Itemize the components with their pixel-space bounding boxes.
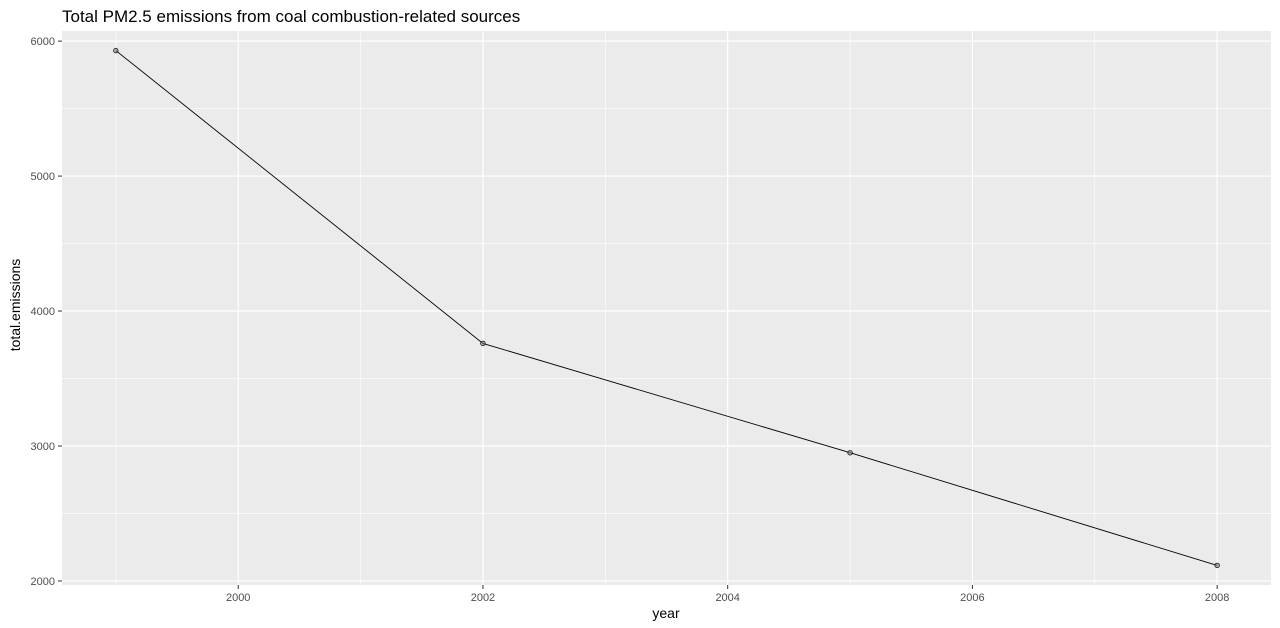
chart-title: Total PM2.5 emissions from coal combusti… xyxy=(62,7,520,26)
data-points xyxy=(113,47,1220,569)
x-tick-label: 2008 xyxy=(1205,592,1229,604)
y-tick-label: 4000 xyxy=(31,306,55,318)
series-line xyxy=(115,50,1218,566)
y-ticks: 2000 3000 4000 5000 6000 xyxy=(31,36,62,588)
major-gridlines xyxy=(62,31,1271,585)
y-tick-label: 3000 xyxy=(31,441,55,453)
y-axis-title: total.emissions xyxy=(7,259,23,352)
minor-gridlines xyxy=(62,31,1271,585)
data-point xyxy=(847,450,853,456)
x-axis-title: year xyxy=(652,605,680,621)
data-point xyxy=(1214,562,1220,569)
plot-panel xyxy=(62,31,1271,585)
series-line-path xyxy=(115,50,1218,566)
data-point xyxy=(480,340,486,347)
y-tick-label: 6000 xyxy=(31,36,55,48)
x-tick-label: 2006 xyxy=(960,592,984,604)
x-tick-label: 2002 xyxy=(471,592,495,604)
x-tick-label: 2004 xyxy=(715,592,739,604)
data-point xyxy=(113,47,119,54)
y-tick-label: 5000 xyxy=(31,171,55,183)
x-ticks: 2000 2002 2004 2006 2008 xyxy=(226,585,1229,604)
y-tick-label: 2000 xyxy=(31,576,55,588)
x-tick-label: 2000 xyxy=(226,592,250,604)
